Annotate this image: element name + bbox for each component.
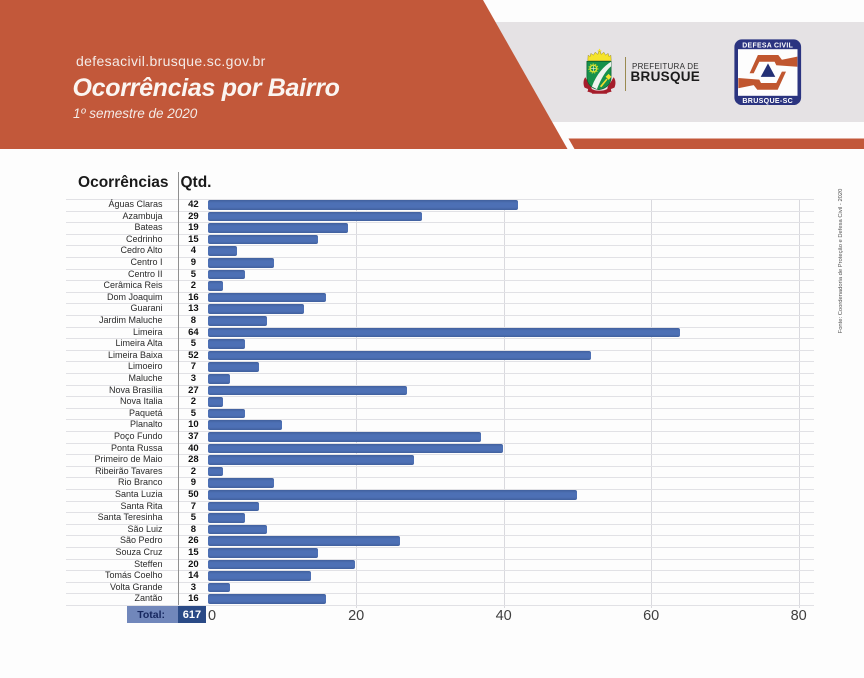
svg-text:BRUSQUE-SC: BRUSQUE-SC — [742, 97, 793, 105]
svg-text:DEFESA CIVIL: DEFESA CIVIL — [742, 42, 793, 49]
